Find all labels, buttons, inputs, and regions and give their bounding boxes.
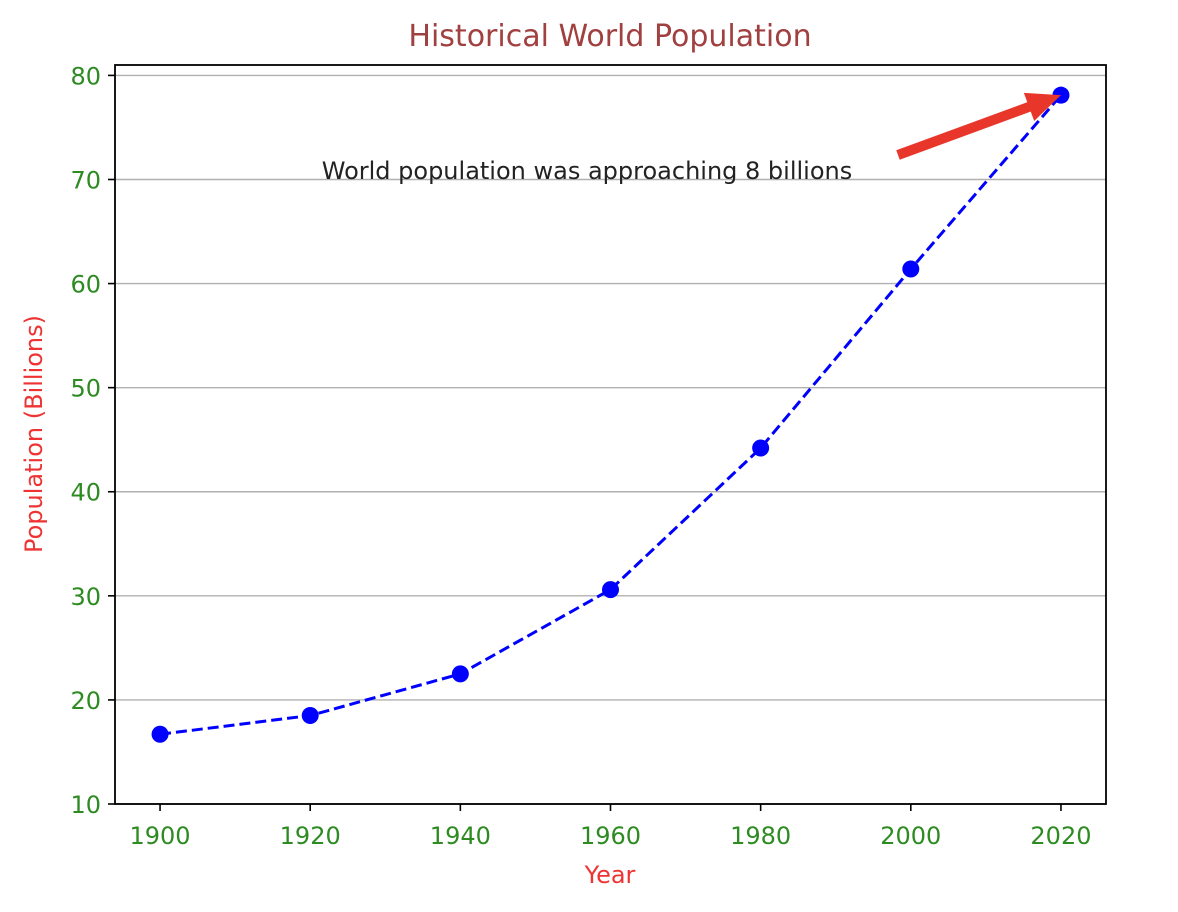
x-axis-ticks: 1900 1920 1940 1960 1980 2000 2020	[130, 804, 1091, 850]
data-point	[151, 725, 169, 743]
y-tick-label: 70	[70, 166, 101, 194]
data-point	[451, 665, 469, 683]
plot-frame	[114, 64, 1107, 805]
annotation-arrow-head	[1023, 92, 1061, 121]
data-point	[902, 260, 920, 278]
y-axis-ticks: 10 20 30 40 50 60 70 80	[70, 62, 115, 819]
data-point	[602, 581, 619, 599]
x-tick-label: 1920	[280, 822, 341, 850]
x-axis-label: Year	[584, 861, 636, 889]
series-lines	[159, 94, 1063, 736]
y-axis-label: Population (Billions)	[20, 315, 48, 553]
x-tick-label: 1900	[130, 822, 191, 850]
annotation-text: World population was approaching 8 billi…	[322, 157, 852, 185]
y-tick-label: 50	[70, 375, 101, 403]
x-tick-label: 2020	[1030, 822, 1091, 850]
y-tick-label: 40	[70, 479, 101, 507]
y-tick-label: 10	[70, 791, 101, 819]
x-tick-label: 1980	[730, 822, 791, 850]
data-point	[752, 439, 770, 457]
x-tick-label: 1960	[580, 822, 641, 850]
y-tick-label: 30	[70, 583, 101, 611]
annotation-arrow-shaft	[896, 101, 1033, 160]
y-tick-label: 20	[70, 687, 101, 715]
x-tick-label: 2000	[880, 822, 941, 850]
series-line	[159, 94, 1063, 736]
data-points	[151, 86, 1070, 743]
y-tick-label: 60	[70, 271, 101, 299]
x-tick-label: 1940	[430, 822, 491, 850]
y-tick-label: 80	[70, 62, 101, 90]
annotation: World population was approaching 8 billi…	[322, 92, 1061, 185]
chart-title: Historical World Population	[408, 19, 811, 54]
data-point	[301, 707, 319, 725]
